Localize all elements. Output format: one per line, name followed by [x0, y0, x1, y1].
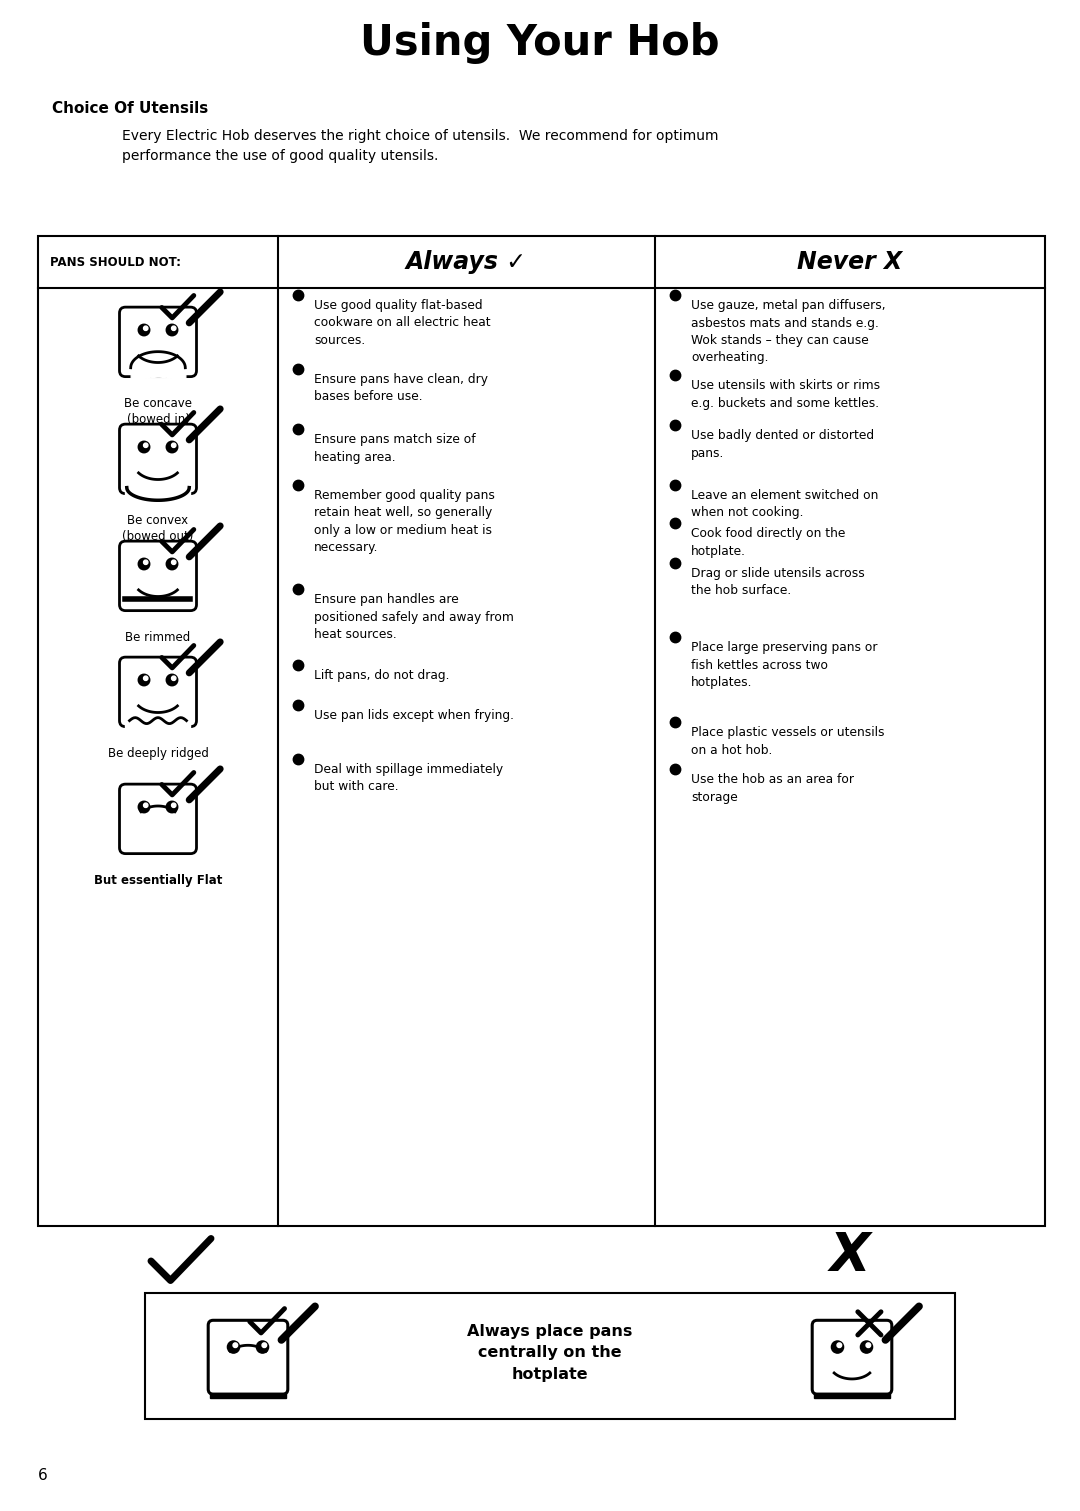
Text: Use pan lids except when frying.: Use pan lids except when frying. — [314, 709, 514, 722]
Circle shape — [138, 801, 150, 813]
Text: Be rimmed: Be rimmed — [125, 632, 191, 644]
Text: Use badly dented or distorted
pans.: Use badly dented or distorted pans. — [691, 429, 874, 459]
Text: Be concave
(bowed in): Be concave (bowed in) — [124, 397, 192, 426]
Text: Deal with spillage immediately
but with care.: Deal with spillage immediately but with … — [314, 763, 503, 793]
Circle shape — [172, 802, 176, 807]
Text: Be convex
(bowed out): Be convex (bowed out) — [122, 514, 193, 542]
Text: Ensure pans have clean, dry
bases before use.: Ensure pans have clean, dry bases before… — [314, 373, 488, 403]
Circle shape — [172, 675, 176, 680]
Text: X: X — [829, 1230, 870, 1281]
Circle shape — [837, 1343, 841, 1348]
Text: Choice Of Utensils: Choice Of Utensils — [52, 101, 208, 116]
Text: Cook food directly on the
hotplate.: Cook food directly on the hotplate. — [691, 527, 846, 558]
Bar — [145, 1293, 955, 1419]
FancyBboxPatch shape — [208, 1321, 287, 1395]
Text: Use utensils with skirts or rims
e.g. buckets and some kettles.: Use utensils with skirts or rims e.g. bu… — [691, 379, 880, 409]
Text: Drag or slide utensils across
the hob surface.: Drag or slide utensils across the hob su… — [691, 567, 865, 597]
Circle shape — [144, 443, 148, 447]
Circle shape — [144, 675, 148, 680]
Text: Use gauze, metal pan diffusers,
asbestos mats and stands e.g.
Wok stands – they : Use gauze, metal pan diffusers, asbestos… — [691, 299, 886, 364]
Text: Place large preserving pans or
fish kettles across two
hotplates.: Place large preserving pans or fish kett… — [691, 641, 877, 689]
Circle shape — [166, 801, 178, 813]
Circle shape — [138, 441, 150, 453]
Text: Using Your Hob: Using Your Hob — [361, 23, 719, 63]
Circle shape — [861, 1340, 873, 1354]
Circle shape — [144, 802, 148, 807]
Circle shape — [832, 1340, 843, 1354]
Circle shape — [172, 326, 176, 331]
Circle shape — [256, 1340, 269, 1354]
Text: PANS SHOULD NOT:: PANS SHOULD NOT: — [50, 255, 181, 269]
Circle shape — [166, 674, 178, 686]
Bar — [813, 1389, 890, 1398]
Text: Never X: Never X — [797, 249, 903, 273]
Circle shape — [262, 1343, 267, 1348]
Text: Leave an element switched on
when not cooking.: Leave an element switched on when not co… — [691, 490, 878, 520]
Text: But essentially Flat: But essentially Flat — [94, 873, 222, 887]
Text: Ensure pans match size of
heating area.: Ensure pans match size of heating area. — [314, 434, 475, 464]
Bar — [210, 1389, 286, 1398]
Text: Always ✓: Always ✓ — [406, 249, 527, 273]
FancyBboxPatch shape — [120, 541, 197, 610]
Circle shape — [144, 326, 148, 331]
Text: Ensure pan handles are
positioned safely and away from
heat sources.: Ensure pan handles are positioned safely… — [314, 592, 514, 641]
Text: Every Electric Hob deserves the right choice of utensils.  We recommend for opti: Every Electric Hob deserves the right ch… — [122, 128, 718, 163]
Text: Lift pans, do not drag.: Lift pans, do not drag. — [314, 669, 449, 681]
Text: Use good quality flat-based
cookware on all electric heat
sources.: Use good quality flat-based cookware on … — [314, 299, 490, 348]
Circle shape — [172, 443, 176, 447]
FancyBboxPatch shape — [120, 657, 197, 727]
Text: Always place pans
centrally on the
hotplate: Always place pans centrally on the hotpl… — [468, 1324, 633, 1383]
Circle shape — [166, 441, 178, 453]
Circle shape — [166, 325, 178, 335]
Circle shape — [233, 1343, 238, 1348]
Circle shape — [138, 558, 150, 570]
Circle shape — [228, 1340, 240, 1354]
Bar — [38, 236, 1045, 1225]
Bar — [815, 1389, 888, 1396]
Circle shape — [144, 561, 148, 565]
Bar — [212, 1389, 284, 1396]
Text: Use the hob as an area for
storage: Use the hob as an area for storage — [691, 774, 854, 804]
Text: 6: 6 — [38, 1469, 48, 1484]
Text: Remember good quality pans
retain heat well, so generally
only a low or medium h: Remember good quality pans retain heat w… — [314, 490, 495, 555]
Circle shape — [166, 558, 178, 570]
Circle shape — [138, 674, 150, 686]
Text: Place plastic vessels or utensils
on a hot hob.: Place plastic vessels or utensils on a h… — [691, 725, 885, 757]
Circle shape — [138, 325, 150, 335]
FancyBboxPatch shape — [812, 1321, 892, 1395]
FancyBboxPatch shape — [120, 784, 197, 854]
FancyBboxPatch shape — [120, 307, 197, 376]
Circle shape — [172, 561, 176, 565]
FancyBboxPatch shape — [120, 425, 197, 494]
Text: Be deeply ridged: Be deeply ridged — [108, 746, 208, 760]
Circle shape — [866, 1343, 870, 1348]
